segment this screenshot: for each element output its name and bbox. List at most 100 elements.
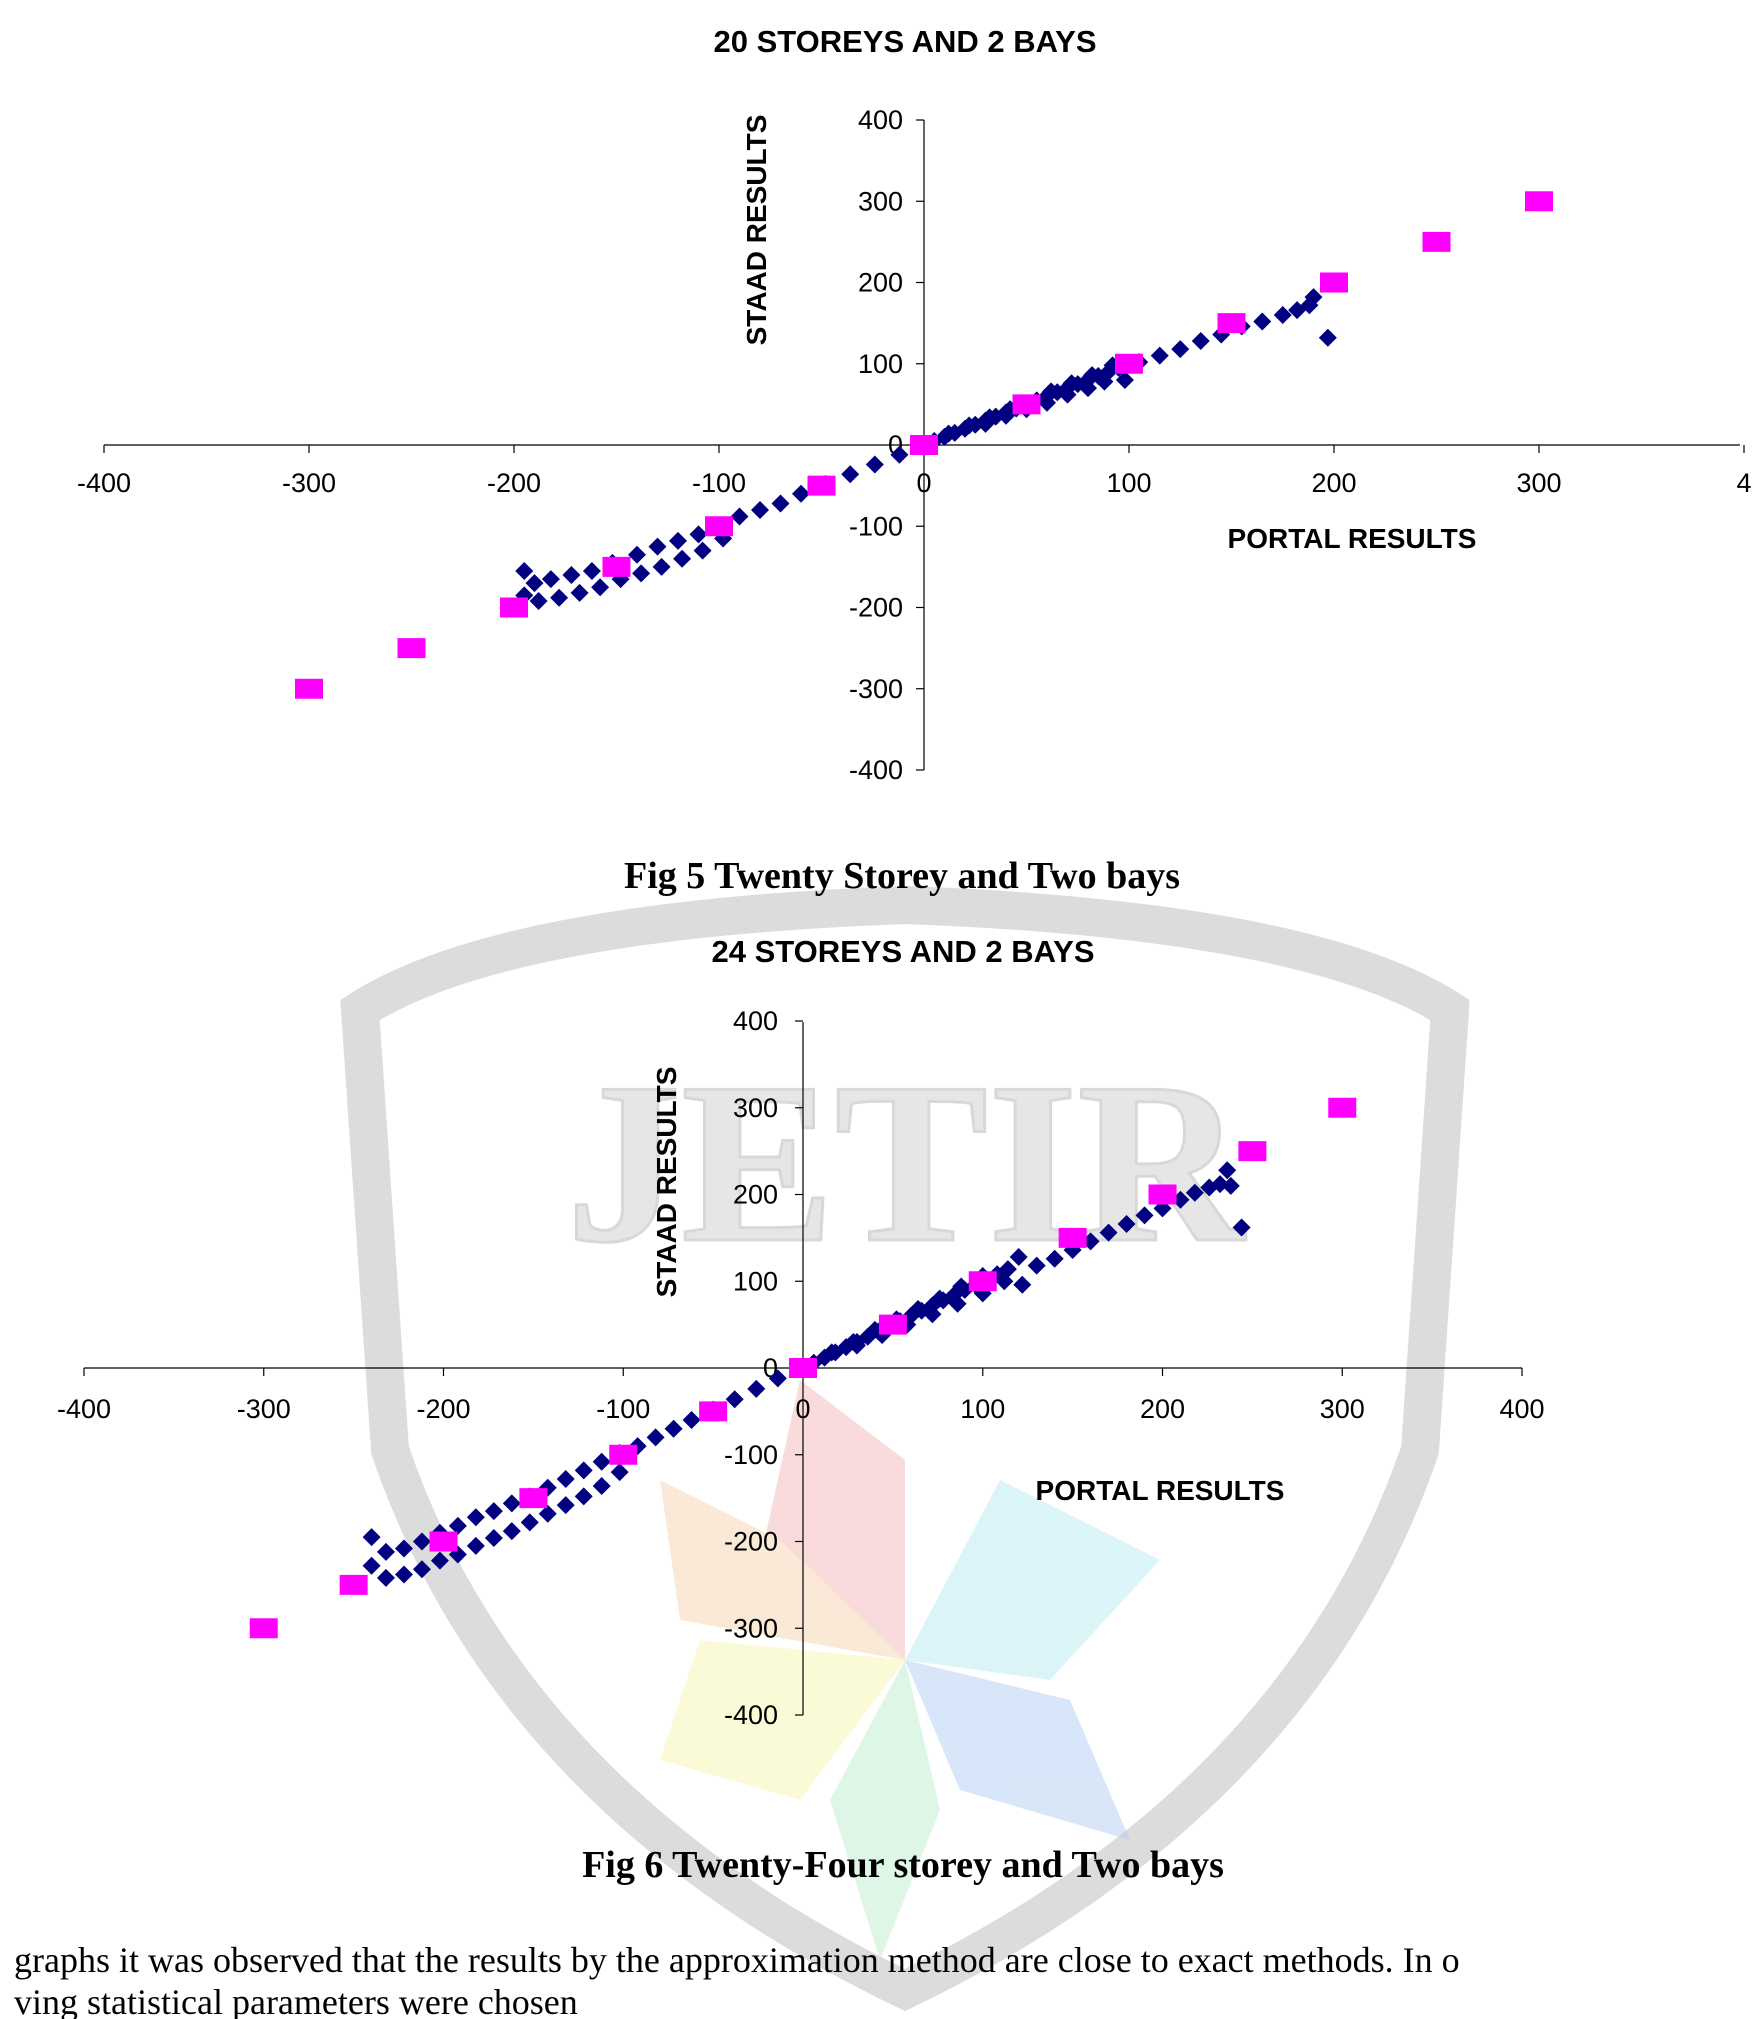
chart-1-staad-point <box>648 537 667 556</box>
chart-2-staad-point <box>847 1336 866 1355</box>
chart-2-staad-point <box>725 1390 744 1409</box>
body-text-line-2: ving statistical parameters were chosen <box>14 1982 578 2019</box>
chart-1-staad-point <box>652 557 671 576</box>
chart-2-x-tick-label: 200 <box>1140 1394 1185 1424</box>
chart-2-x-tick-label: -100 <box>596 1394 650 1424</box>
chart-1-exact-point <box>1422 231 1451 252</box>
chart-1-staad-point <box>841 465 860 484</box>
chart-1-staad-point <box>792 484 810 503</box>
chart-1-staad-point <box>1115 371 1134 389</box>
chart-2-xlabel: PORTAL RESULTS <box>1036 1475 1285 1506</box>
chart-1-series-exact <box>295 191 1553 699</box>
chart-2-staad-point <box>430 1551 449 1570</box>
chart-2-staad-point <box>1027 1256 1046 1275</box>
chart-2-staad-point <box>412 1532 431 1551</box>
chart-1-x-tick-label: 200 <box>1311 468 1356 498</box>
chart-1-x-tick-label: 0 <box>916 468 931 498</box>
chart-2-y-tick-label: 400 <box>733 1006 778 1036</box>
chart-2-y-tick-label: -100 <box>724 1440 778 1470</box>
chart-1-staad-point <box>1318 328 1337 347</box>
chart-2-staad-point <box>574 1487 593 1506</box>
chart-2-y-tick-label: 300 <box>733 1093 778 1123</box>
chart-1-staad-point <box>689 525 708 544</box>
chart-1-staad-point <box>693 541 712 560</box>
chart-1-exact-point <box>807 475 836 496</box>
chart-2-caption: Fig 6 Twenty-Four storey and Two bays <box>582 1844 1224 1886</box>
chart-1-staad-point <box>1273 306 1292 324</box>
chart-2-staad-point <box>466 1508 485 1527</box>
chart-2-staad-point <box>930 1289 949 1308</box>
chart-2-y-tick-label: -400 <box>724 1700 778 1730</box>
chart-2-staad-point <box>520 1513 539 1532</box>
chart-1-staad-point <box>515 561 534 580</box>
chart-1-staad-point <box>1058 385 1077 404</box>
chart-2-exact-point <box>1328 1097 1357 1118</box>
chart-1-staad-point <box>541 570 560 589</box>
chart-2-exact-point <box>249 1618 278 1639</box>
chart-2-staad-point <box>909 1300 928 1319</box>
chart-1-y-tick-label: 400 <box>858 105 903 135</box>
chart-1-x-tick-label: -100 <box>692 468 746 498</box>
chart-2-x-tick-label: 300 <box>1320 1394 1365 1424</box>
chart-1-staad-point <box>1171 340 1190 359</box>
chart-1-staad-point <box>976 414 995 433</box>
chart-2: 24 STOREYS AND 2 BAYS -400 -300 -200 -100 0 1… <box>57 934 1545 1886</box>
chart-2-staad-point <box>412 1560 431 1579</box>
chart-2-x-tick-label: -300 <box>237 1394 291 1424</box>
chart-1-xlabel: PORTAL RESULTS <box>1228 523 1477 554</box>
chart-1-x-tick-label: -200 <box>487 468 541 498</box>
chart-2-x-tick-label: 100 <box>960 1394 1005 1424</box>
chart-2-staad-point <box>1009 1247 1028 1266</box>
chart-1-staad-point <box>771 494 790 513</box>
chart-1-exact-point <box>397 638 426 659</box>
chart-1-exact-point <box>1217 313 1246 334</box>
chart-2-staad-point <box>1117 1214 1136 1233</box>
chart-1-x-tick-label: -400 <box>77 468 131 498</box>
chart-1-staad-point <box>1304 288 1323 307</box>
chart-2-staad-point <box>538 1504 557 1523</box>
chart-1-staad-point <box>673 549 692 568</box>
chart-2-staad-point <box>1211 1175 1230 1194</box>
chart-2-staad-point <box>394 1565 413 1584</box>
chart-1-staad-point <box>669 531 687 550</box>
chart-2-staad-point <box>394 1539 413 1558</box>
chart-2-staad-point <box>502 1494 521 1513</box>
chart-1-staad-point <box>591 578 610 597</box>
chart-2-staad-point <box>484 1529 503 1548</box>
chart-1-exact-point <box>295 678 323 699</box>
chart-1-y-tick-label: -200 <box>849 593 903 623</box>
chart-1-exact-point <box>910 435 938 455</box>
chart-2-exact-point <box>968 1271 997 1292</box>
chart-2-exact-point <box>1238 1141 1267 1162</box>
chart-1-staad-point <box>1079 379 1097 398</box>
chart-2-exact-point <box>878 1314 907 1335</box>
chart-1-staad-point <box>751 501 769 519</box>
chart-1-exact-point <box>1525 191 1553 212</box>
chart-1-staad-point <box>939 424 958 443</box>
chart-1-staad-point <box>582 561 601 580</box>
chart-1-exact-point <box>602 556 631 577</box>
chart-2-staad-point <box>1185 1183 1204 1202</box>
chart-2-staad-point <box>952 1277 971 1296</box>
chart-2-staad-point <box>592 1476 611 1495</box>
chart-2-exact-point <box>1148 1184 1177 1205</box>
chart-1-series-staad <box>515 288 1337 610</box>
chart-2-staad-point <box>768 1369 787 1388</box>
chart-1-staad-point <box>960 416 979 435</box>
chart-2-staad-point <box>484 1502 503 1521</box>
chart-2-staad-point <box>362 1556 381 1575</box>
chart-1-exact-point <box>1012 394 1041 415</box>
chart-2-staad-point <box>995 1272 1014 1291</box>
chart-2-series-exact <box>249 1097 1357 1639</box>
chart-1-staad-point <box>1253 312 1272 331</box>
chart-2-exact-point <box>429 1531 458 1552</box>
chart-2-staad-point <box>1099 1223 1118 1242</box>
chart-2-staad-point <box>1218 1161 1237 1180</box>
chart-1-staad-point <box>1095 372 1114 391</box>
chart-2-y-tick-label: -200 <box>724 1527 778 1557</box>
chart-1-y-tick-label: -400 <box>849 755 903 785</box>
chart-1-staad-point <box>525 574 544 593</box>
chart-1-caption: Fig 5 Twenty Storey and Two bays <box>624 855 1180 897</box>
chart-2-staad-point <box>592 1452 611 1471</box>
chart-1-ylabel: STAAD RESULTS <box>741 115 772 346</box>
